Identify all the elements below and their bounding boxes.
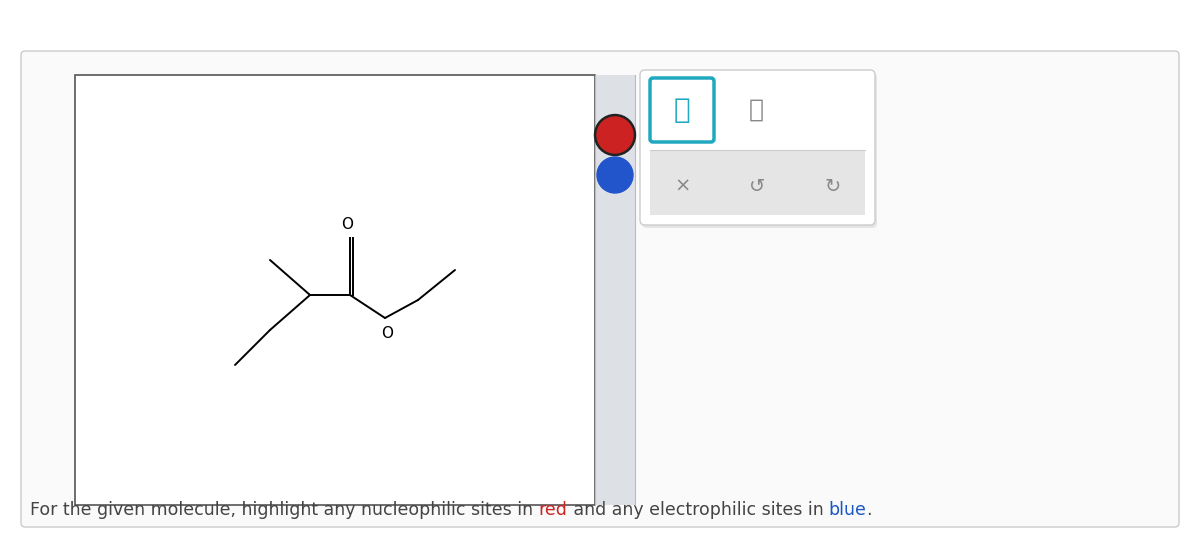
Circle shape — [598, 117, 634, 153]
FancyBboxPatch shape — [22, 51, 1178, 527]
Text: and any electrophilic sites in: and any electrophilic sites in — [568, 501, 829, 519]
Bar — [74, 75, 595, 505]
Text: For the given molecule, highlight any nucleophilic sites in: For the given molecule, highlight any nu… — [30, 501, 539, 519]
Text: blue: blue — [829, 501, 866, 519]
Circle shape — [598, 157, 634, 193]
Bar — [650, 80, 865, 151]
Text: .: . — [866, 501, 872, 519]
FancyBboxPatch shape — [640, 70, 875, 225]
Text: O: O — [341, 217, 353, 232]
Text: ⬜: ⬜ — [749, 98, 763, 122]
Circle shape — [594, 115, 636, 155]
Text: O: O — [382, 326, 394, 341]
Text: ×: × — [674, 176, 691, 196]
Bar — [650, 151, 865, 215]
Bar — [595, 75, 635, 505]
Text: ↺: ↺ — [749, 176, 766, 196]
FancyBboxPatch shape — [642, 73, 877, 228]
Text: red: red — [539, 501, 568, 519]
Text: ↻: ↻ — [824, 176, 841, 196]
Text: 🖊: 🖊 — [673, 96, 690, 124]
FancyBboxPatch shape — [650, 78, 714, 142]
